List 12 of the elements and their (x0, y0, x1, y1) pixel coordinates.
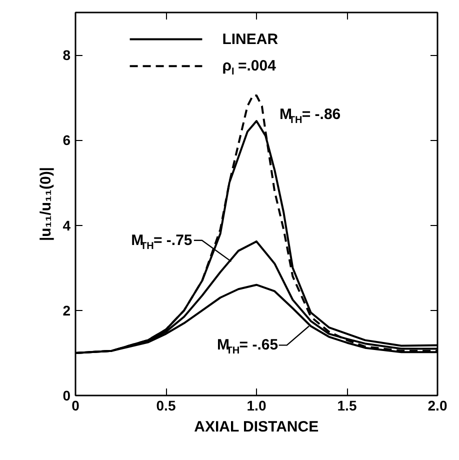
x-axis-title: AXIAL DISTANCE (194, 418, 319, 436)
y-tick-label: 2 (62, 302, 71, 318)
x-tick-label: 2.0 (428, 398, 448, 414)
x-tick-label: 1.5 (337, 398, 357, 414)
y-tick-label: 0 (62, 388, 71, 404)
x-tick-label: 1.0 (246, 398, 266, 414)
y-axis-title: |u₁₁/u₁₁(0)| (38, 166, 55, 242)
x-tick-label: 0.5 (156, 398, 176, 414)
y-tick-label: 4 (62, 217, 71, 234)
legend-label: LINEAR (222, 30, 278, 48)
y-tick-label: 6 (62, 132, 71, 148)
y-tick-label: 8 (62, 47, 71, 64)
